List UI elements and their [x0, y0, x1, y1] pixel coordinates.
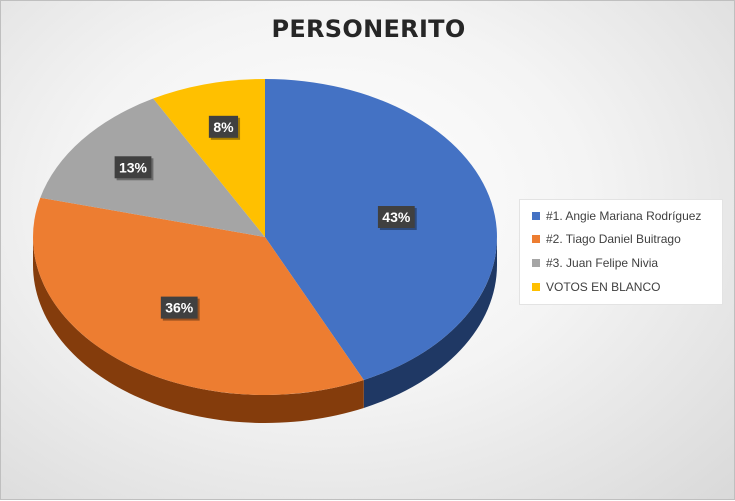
pie-sides — [33, 237, 497, 423]
legend-item-3: #3. Juan Felipe Nivia — [532, 253, 658, 273]
legend: #1. Angie Mariana Rodríguez #2. Tiago Da… — [519, 199, 723, 305]
legend-item-1: #1. Angie Mariana Rodríguez — [532, 206, 701, 226]
legend-swatch-4 — [532, 283, 540, 291]
chart-title: PERSONERITO — [271, 15, 466, 43]
data-label-2-tiago-daniel-buitrago: 36% — [160, 296, 200, 321]
legend-label-2: #2. Tiago Daniel Buitrago — [546, 232, 681, 246]
svg-text:43%: 43% — [382, 209, 411, 225]
pie-side-2-tiago-daniel-buitrago — [33, 237, 364, 423]
pie-slice-3-juan-felipe-nivia — [40, 98, 265, 237]
data-label-3-juan-felipe-nivia: 13% — [114, 156, 154, 181]
legend-swatch-1 — [532, 212, 540, 220]
legend-swatch-3 — [532, 259, 540, 267]
legend-label-3: #3. Juan Felipe Nivia — [546, 256, 659, 270]
legend-swatch-2 — [532, 235, 540, 243]
svg-text:8%: 8% — [213, 119, 234, 135]
pie-slice-2-tiago-daniel-buitrago — [33, 197, 364, 395]
pie-tops — [33, 79, 497, 395]
legend-label-4: VOTOS EN BLANCO — [546, 280, 661, 294]
svg-text:13%: 13% — [119, 159, 148, 175]
legend-label-1: #1. Angie Mariana Rodríguez — [546, 209, 702, 223]
data-label-1-angie-mariana-rodr-guez: 43% — [377, 206, 417, 231]
legend-item-4: VOTOS EN BLANCO — [532, 277, 660, 297]
data-label-votos-en-blanco: 8% — [208, 115, 241, 140]
svg-text:36%: 36% — [165, 300, 194, 316]
legend-item-2: #2. Tiago Daniel Buitrago — [532, 229, 681, 249]
pie-labels: 43% 36% 13% 8% — [114, 115, 417, 321]
pie-side-1-angie-mariana-rodr-guez — [363, 237, 497, 408]
pie-slice-1-angie-mariana-rodr-guez — [265, 79, 497, 380]
